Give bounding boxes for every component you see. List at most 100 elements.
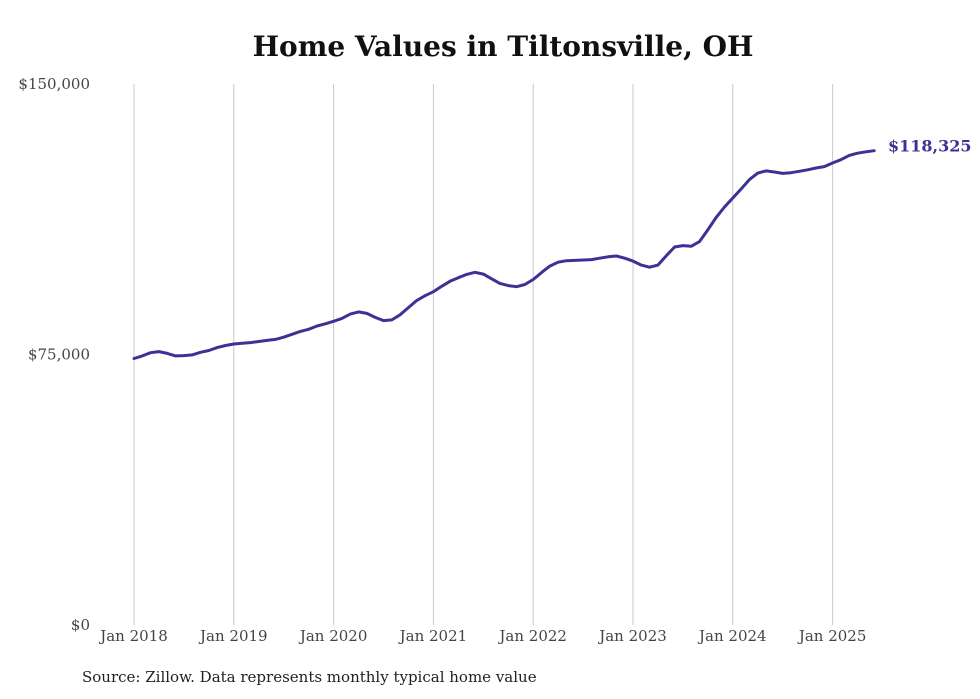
data-point	[764, 169, 768, 173]
data-point	[623, 257, 626, 260]
x-axis-ticks: Jan 2018 Jan 2019 Jan 2020 Jan 2021 Jan 2022…	[98, 627, 866, 645]
data-point	[640, 263, 643, 267]
data-point	[365, 312, 369, 315]
data-point	[831, 161, 834, 165]
data-point	[565, 259, 568, 262]
data-point	[482, 272, 485, 276]
data-point	[540, 271, 543, 274]
data-point	[199, 351, 202, 354]
data-point	[357, 310, 360, 314]
data-point	[432, 290, 435, 293]
data-point	[274, 338, 277, 341]
line-chart: $0$75,000$150,000 Jan 2018 Jan 2019 Jan 20…	[18, 75, 972, 645]
data-point	[448, 280, 452, 283]
data-point	[440, 285, 443, 288]
data-point	[573, 259, 576, 262]
data-point	[598, 257, 601, 260]
data-point	[856, 152, 859, 155]
gridlines	[133, 84, 834, 625]
data-point	[665, 254, 668, 257]
data-point	[515, 285, 518, 288]
data-point	[781, 172, 784, 175]
x-tick-label: Jan 2024	[697, 627, 767, 645]
data-point	[673, 245, 676, 249]
data-point	[706, 228, 710, 231]
data-point	[739, 187, 743, 191]
source-note: Source: Zillow. Data represents monthly …	[82, 668, 537, 686]
data-point	[548, 264, 551, 268]
data-point	[507, 284, 510, 287]
data-point	[715, 216, 718, 219]
data-point	[823, 165, 826, 168]
data-point	[523, 283, 527, 286]
data-point	[656, 263, 660, 267]
data-point	[839, 158, 843, 161]
data-point	[756, 171, 759, 175]
data-point	[257, 340, 260, 343]
chart-title: Home Values in Tiltonsville, OH	[252, 30, 754, 63]
data-point	[864, 150, 868, 153]
series-layer: $118,325	[132, 137, 972, 360]
data-point	[166, 352, 169, 355]
data-point	[423, 294, 427, 297]
data-point	[748, 178, 751, 181]
data-point	[174, 354, 177, 358]
x-tick-label: Jan 2019	[198, 627, 268, 645]
data-point	[465, 273, 468, 276]
data-point	[590, 258, 593, 261]
data-point	[265, 339, 269, 342]
data-point	[873, 149, 876, 152]
data-point	[789, 171, 793, 174]
data-point	[382, 319, 385, 322]
data-point	[731, 196, 734, 200]
data-point	[581, 258, 585, 262]
data-point	[490, 277, 493, 280]
data-point	[324, 322, 327, 325]
data-point	[349, 312, 352, 316]
x-tick-label: Jan 2023	[597, 627, 667, 645]
data-point	[698, 240, 701, 243]
x-tick-label: Jan 2022	[497, 627, 567, 645]
data-point	[415, 299, 418, 302]
x-tick-label: Jan 2020	[298, 627, 368, 645]
data-point	[299, 330, 302, 333]
data-point	[307, 328, 310, 331]
data-point	[407, 306, 410, 309]
data-point	[132, 357, 136, 360]
data-point	[631, 259, 635, 263]
data-point	[473, 271, 477, 274]
data-point	[681, 244, 685, 247]
data-point	[690, 245, 693, 248]
data-point	[773, 170, 776, 174]
data-point	[182, 354, 186, 357]
y-tick-label: $0	[71, 616, 90, 634]
data-point	[282, 336, 285, 339]
data-point	[157, 350, 161, 353]
data-point	[340, 317, 344, 320]
data-point	[498, 282, 502, 285]
data-point	[141, 354, 144, 358]
x-tick-label: Jan 2021	[398, 627, 468, 645]
data-point	[216, 346, 219, 349]
data-point	[615, 254, 618, 258]
data-point	[532, 278, 535, 281]
data-point	[798, 170, 801, 173]
data-point	[232, 342, 235, 346]
data-point	[848, 154, 851, 157]
x-tick-label: Jan 2018	[98, 627, 168, 645]
data-point	[224, 344, 227, 347]
data-point	[249, 341, 252, 344]
data-point	[315, 324, 319, 328]
data-point	[457, 276, 460, 279]
data-point	[723, 205, 726, 209]
y-tick-label: $75,000	[28, 346, 90, 364]
data-point	[374, 316, 377, 319]
data-point	[806, 168, 809, 171]
data-point	[207, 349, 210, 352]
data-point	[390, 318, 393, 322]
y-axis-ticks: $0 $75,000 $150,000	[18, 75, 90, 634]
data-point	[398, 313, 402, 316]
data-point	[240, 342, 244, 345]
x-tick-label: Jan 2025	[797, 627, 867, 645]
y-tick-label: $150,000	[18, 75, 90, 93]
